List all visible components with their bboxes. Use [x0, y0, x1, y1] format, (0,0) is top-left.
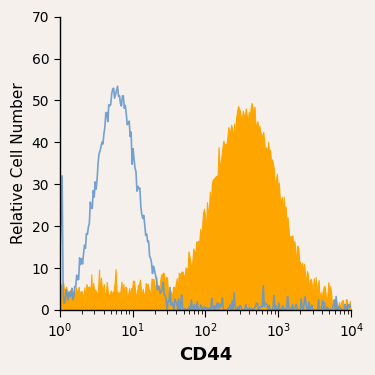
Y-axis label: Relative Cell Number: Relative Cell Number — [11, 82, 26, 244]
X-axis label: CD44: CD44 — [179, 346, 232, 364]
